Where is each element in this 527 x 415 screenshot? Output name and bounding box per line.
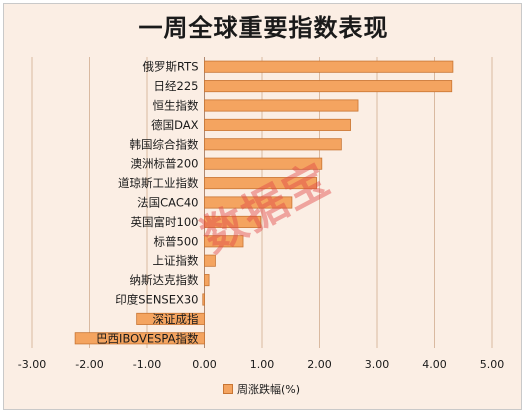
bar [204,138,342,151]
legend: 周涨跌幅(%) [223,381,300,397]
category-label: 法国CAC40 [137,196,198,210]
bar [204,274,210,287]
category-label: 俄罗斯RTS [143,60,199,74]
legend-swatch [223,384,233,394]
x-tick-label: -2.00 [75,358,103,371]
chart-title: 一周全球重要指数表现 [138,14,389,42]
category-label: 韩国综合指数 [130,137,199,151]
bar [202,293,205,306]
category-label: 纳斯达克指数 [130,273,199,287]
bar [204,118,351,131]
category-label: 恒生指数 [153,99,199,113]
bar [204,215,262,228]
x-tick-label: 1.00 [250,358,275,371]
category-label: 巴西IBOVESPA指数 [96,331,199,345]
bar [74,332,205,345]
x-tick-label: -3.00 [18,358,46,371]
category-label: 日经225 [154,79,199,93]
bar [204,177,318,190]
bar [204,80,453,93]
category-label: 德国DAX [151,118,199,132]
bar [204,157,323,170]
bar [204,254,216,267]
x-tick-label: 0.00 [192,358,217,371]
x-tick-labels: -3.00 -2.00 -1.00 0.00 1.00 2.00 3.00 4.00 5.00 [18,358,504,371]
category-label: 英国富时100 [131,215,199,229]
bar [204,60,454,73]
category-label: 澳洲标普200 [131,157,199,171]
x-tick-label: 2.00 [307,358,332,371]
category-label: 道琼斯工业指数 [118,176,199,190]
category-label: 深证成指 [153,312,199,326]
category-label: 印度SENSEX30 [115,293,198,307]
bar [204,196,293,209]
bar [204,99,359,112]
category-label: 上证指数 [153,254,199,268]
x-tick-label: 5.00 [480,358,505,371]
bar-series [74,60,454,345]
legend-label: 周涨跌幅(%) [237,383,301,396]
x-tick-label: 4.00 [422,358,447,371]
bar [136,312,205,325]
x-tick-label: -1.00 [133,358,161,371]
category-label: 标普500 [154,234,199,248]
bar [204,235,244,248]
x-tick-label: 3.00 [365,358,390,371]
